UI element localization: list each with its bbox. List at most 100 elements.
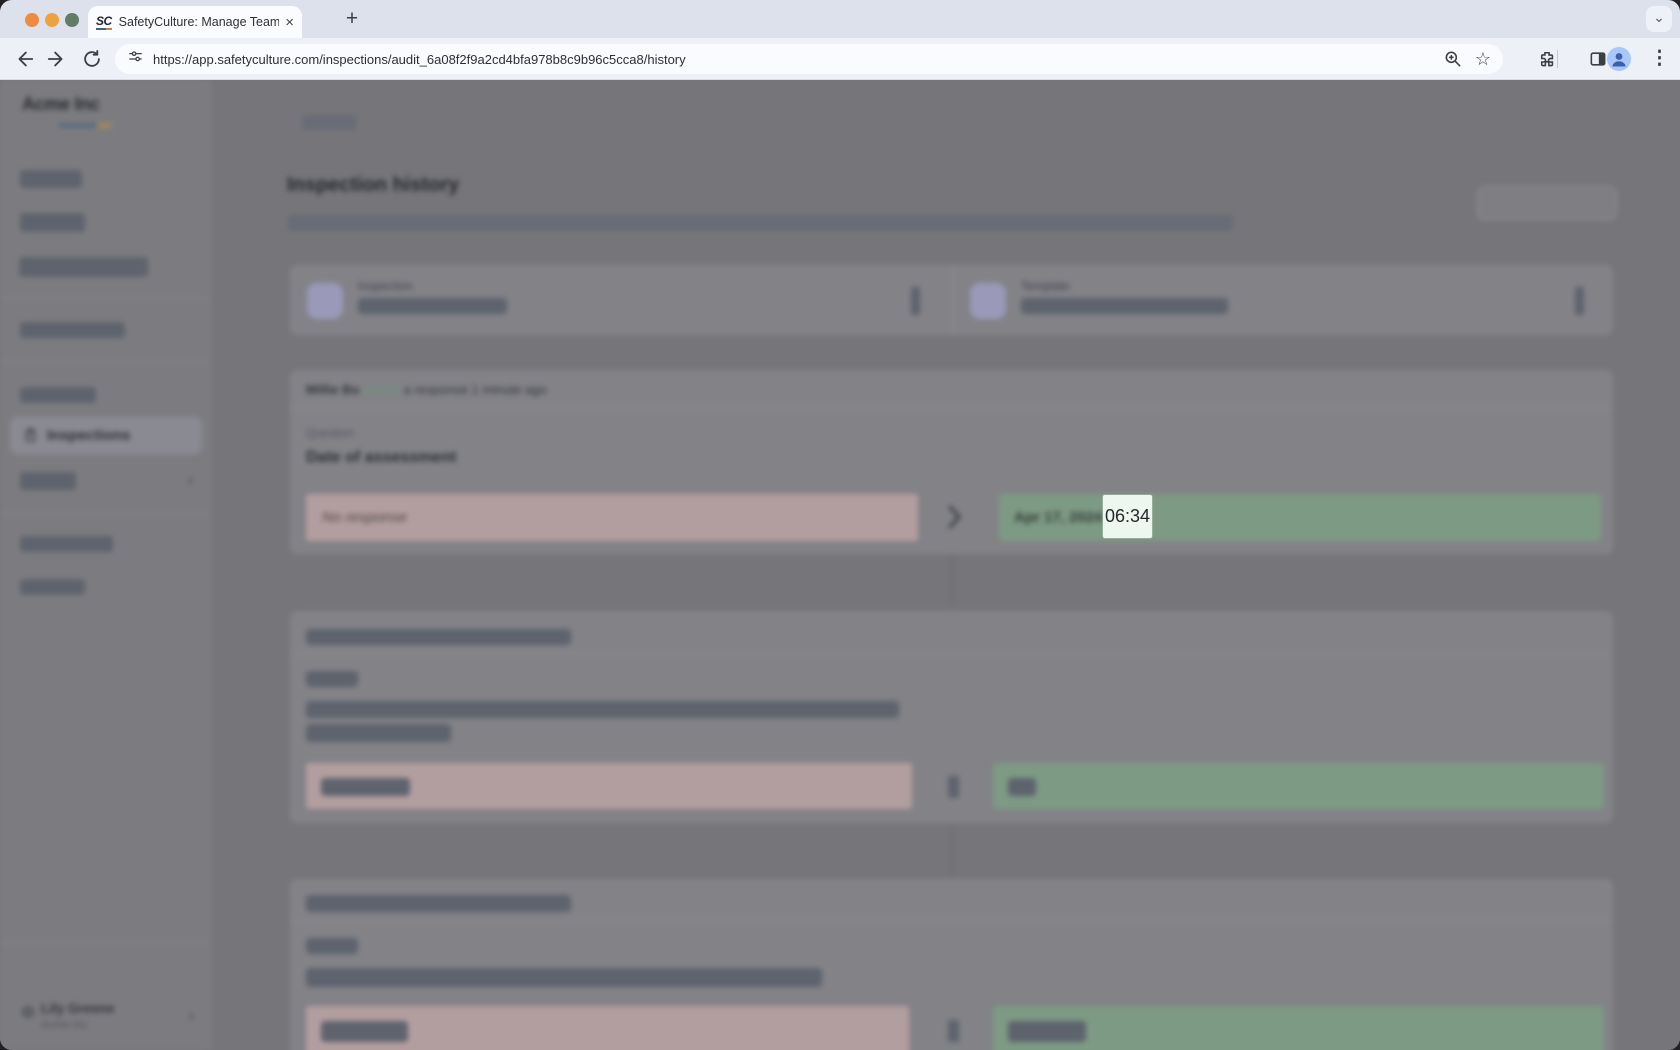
- traffic-light-close[interactable]: [25, 13, 39, 27]
- sidebar-divider: [0, 512, 211, 513]
- forward-button[interactable]: [46, 48, 68, 70]
- blurred-app-layer: Acme Inc Inspections ›: [0, 80, 1680, 1050]
- browser-toolbar: https://app.safetyculture.com/inspection…: [0, 38, 1680, 80]
- card-divider: [291, 653, 1612, 654]
- back-arrow-icon: [18, 51, 34, 67]
- tab-title: SafetyCulture: Manage Teams and…: [118, 15, 280, 29]
- forward-arrow-icon: [47, 51, 63, 67]
- skeleton-breadcrumb: [302, 115, 356, 130]
- traffic-light-minimize[interactable]: [45, 13, 59, 27]
- skeleton-inspection-name: [358, 298, 507, 314]
- tab-overflow-button[interactable]: ⌄: [1646, 6, 1672, 32]
- logo-underline-accent: [97, 124, 111, 127]
- url-text[interactable]: https://app.safetyculture.com/inspection…: [153, 51, 686, 67]
- event-header: Millie Bo added a response 1 minute ago: [291, 371, 1612, 408]
- sidebar-item-inspections[interactable]: Inspections: [10, 417, 202, 454]
- globe-icon: [20, 1004, 36, 1025]
- reload-button[interactable]: [81, 48, 103, 70]
- sidebar-divider: [0, 361, 211, 362]
- response-date: Apr 17, 2024: [1014, 509, 1103, 526]
- timeline-connector: [951, 823, 953, 879]
- person-icon: [1612, 53, 1626, 67]
- skeleton-question-title: [306, 701, 899, 718]
- page-content: Acme Inc Inspections ›: [0, 80, 1680, 1050]
- browser-tab[interactable]: SC SafetyCulture: Manage Teams and… ×: [88, 6, 302, 38]
- user-name: Lily Greene: [41, 1001, 115, 1016]
- chevron-right-icon[interactable]: ›: [188, 472, 194, 489]
- tab-close-icon[interactable]: ×: [285, 13, 294, 31]
- user-org: Acme Inc.: [41, 1019, 90, 1031]
- response-before-skeleton: [306, 1006, 909, 1050]
- skeleton-question-title: [306, 968, 822, 987]
- skeleton-nav-item: [20, 322, 125, 338]
- sidebar-item-label: Inspections: [47, 427, 131, 444]
- skeleton-value: [1008, 1021, 1086, 1042]
- skeleton-nav-item: [20, 387, 96, 403]
- no-response-text: No response: [322, 509, 408, 526]
- skeleton-event-header: [306, 629, 571, 645]
- skeleton-question-label: [306, 671, 358, 687]
- inspection-avatar: [307, 283, 343, 319]
- browser-menu-kebab-icon[interactable]: ⋮: [1650, 48, 1669, 69]
- new-tab-button[interactable]: +: [345, 7, 359, 30]
- traffic-light-zoom[interactable]: [65, 13, 79, 27]
- zoom-search-icon[interactable]: [1443, 49, 1463, 69]
- skeleton-nav-item: [20, 472, 76, 490]
- template-label: Template: [1021, 279, 1070, 293]
- question-label: Question: [306, 426, 355, 440]
- page-title: Inspection history: [287, 174, 460, 196]
- skeleton-nav-item: [20, 213, 85, 232]
- skeleton-chevron: [948, 1020, 959, 1042]
- card-divider: [291, 921, 1612, 922]
- header-action-button[interactable]: [1477, 186, 1617, 220]
- chevron-right-icon: [944, 502, 964, 537]
- card-divider: [291, 408, 1612, 409]
- browser-profile-avatar[interactable]: [1607, 47, 1631, 71]
- response-after-skeleton: [993, 763, 1604, 809]
- skeleton-value: [321, 778, 410, 796]
- skeleton-nav-item: [20, 579, 85, 595]
- sidebar-divider: [0, 298, 211, 299]
- inspection-label: Inspection: [358, 279, 413, 293]
- skeleton-nav-item: [19, 257, 148, 277]
- bookmark-star-icon[interactable]: ☆: [1474, 48, 1491, 69]
- event-action: added: [363, 382, 400, 397]
- timeline-connector: [951, 554, 953, 611]
- skeleton-question-label: [306, 938, 358, 954]
- card-vertical-divider: [953, 266, 954, 334]
- response-before-skeleton: [306, 763, 912, 809]
- question-title: Date of assessment: [306, 449, 457, 466]
- summary-card: Inspection Template: [290, 265, 1613, 335]
- skeleton-value: [321, 1021, 408, 1042]
- site-info-icon[interactable]: [127, 48, 144, 70]
- response-after: Apr 17, 2024 06:34: [999, 494, 1601, 541]
- event-suffix: a response 1 minute ago: [403, 382, 547, 397]
- org-logo: Acme Inc: [22, 94, 100, 114]
- tab-strip: SC SafetyCulture: Manage Teams and… × + …: [0, 0, 1680, 38]
- skeleton-subtitle: [288, 215, 1233, 231]
- app-sidebar: Acme Inc Inspections ›: [0, 80, 211, 1050]
- skeleton-kebab: [911, 287, 920, 315]
- side-panel-icon[interactable]: [1588, 49, 1608, 69]
- skeleton-kebab: [1575, 287, 1584, 315]
- history-event-card-skeleton: [290, 879, 1613, 1050]
- history-event-card: Millie Bo added a response 1 minute ago …: [290, 370, 1613, 554]
- address-bar[interactable]: https://app.safetyculture.com/inspection…: [115, 44, 1503, 74]
- user-account-row[interactable]: Lily Greene Acme Inc. ›: [0, 995, 211, 1050]
- clipboard-icon: [25, 428, 36, 443]
- event-actor: Millie Bo: [306, 382, 360, 397]
- toolbar-separator: [1557, 50, 1558, 68]
- highlighted-time-value: 06:34: [1103, 495, 1152, 538]
- chevron-right-icon: ›: [189, 1008, 195, 1025]
- skeleton-question-title-2: [306, 724, 451, 742]
- skeleton-nav-item: [20, 536, 113, 552]
- skeleton-template-name: [1021, 298, 1228, 314]
- response-before: No response: [306, 494, 918, 541]
- extensions-icon[interactable]: [1537, 49, 1557, 69]
- response-after-skeleton: [993, 1006, 1604, 1050]
- template-avatar: [970, 283, 1006, 319]
- back-button[interactable]: [13, 48, 35, 70]
- sidebar-divider: [0, 943, 211, 944]
- logo-underline: [59, 124, 97, 127]
